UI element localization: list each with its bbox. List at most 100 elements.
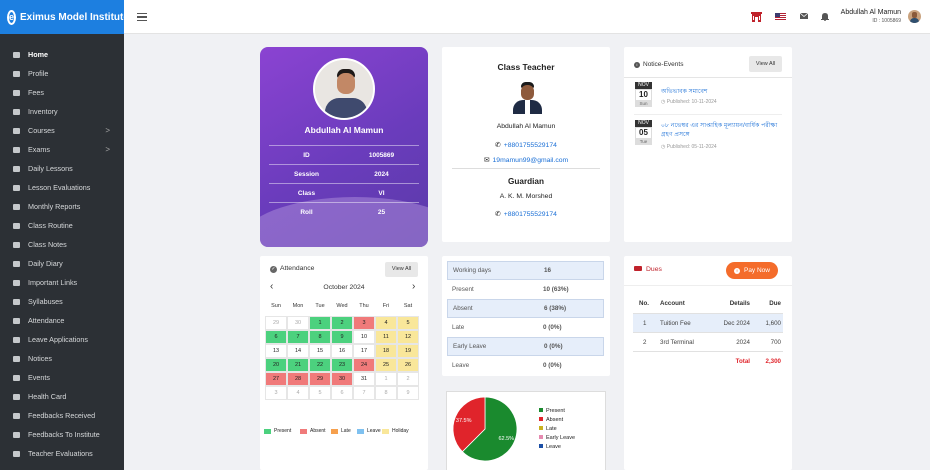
sidebar-item-health-card[interactable]: Health Card	[0, 387, 124, 406]
sidebar-item-label: Events	[28, 373, 50, 382]
sidebar-item-feedbacks-to-institute[interactable]: Feedbacks To Institute	[0, 425, 124, 444]
sidebar-item-class-notes[interactable]: Class Notes	[0, 235, 124, 254]
pay-now-button[interactable]: ! Pay Now	[726, 262, 778, 279]
legend-swatch	[382, 428, 389, 434]
sidebar-item-daily-diary[interactable]: Daily Diary	[0, 254, 124, 273]
pie-slice-absent[interactable]	[452, 396, 486, 453]
calendar-day[interactable]: 1	[375, 372, 397, 386]
calendar-day[interactable]: 11	[375, 330, 397, 344]
calendar-day[interactable]: 22	[309, 358, 331, 372]
calendar-day[interactable]: 6	[265, 330, 287, 344]
sidebar-item-class-routine[interactable]: Class Routine	[0, 216, 124, 235]
calendar-day[interactable]: 12	[397, 330, 419, 344]
sidebar-item-important-links[interactable]: Important Links	[0, 273, 124, 292]
calendar-day[interactable]: 4	[375, 316, 397, 330]
sidebar-item-label: Courses	[28, 126, 55, 135]
calendar-day[interactable]: 30	[331, 372, 353, 386]
calendar-day[interactable]: 13	[265, 344, 287, 358]
sidebar-item-events[interactable]: Events	[0, 368, 124, 387]
calendar-day[interactable]: 5	[397, 316, 419, 330]
sidebar-item-daily-lessons[interactable]: Daily Lessons	[0, 159, 124, 178]
calendar-day[interactable]: 20	[265, 358, 287, 372]
teacher-phone-link[interactable]: ✆ +8801755529174	[495, 142, 557, 149]
user-avatar[interactable]	[908, 10, 921, 23]
sidebar-item-home[interactable]: Home	[0, 45, 124, 64]
pie-slice-present[interactable]	[461, 396, 518, 462]
institute-icon[interactable]	[751, 11, 762, 23]
sidebar-item-fees[interactable]: Fees	[0, 83, 124, 102]
sidebar-item-teacher-evaluations[interactable]: Teacher Evaluations	[0, 444, 124, 463]
bell-icon[interactable]	[821, 12, 829, 21]
sidebar-item-feedbacks-received[interactable]: Feedbacks Received	[0, 406, 124, 425]
message-icon[interactable]	[800, 13, 808, 20]
attendance-view-all-button[interactable]: View All	[385, 262, 418, 277]
calendar-day[interactable]: 14	[287, 344, 309, 358]
notice-title-link[interactable]: ০৮ নভেম্বর এর সাপ্তাহিক মূল্যায়ন/বার্ষি…	[661, 122, 778, 138]
calendar-day[interactable]: 29	[309, 372, 331, 386]
calendar-day[interactable]: 3	[265, 386, 287, 400]
calendar-day[interactable]: 19	[397, 344, 419, 358]
sidebar-item-label: Class Routine	[28, 221, 73, 230]
sidebar-item-profile[interactable]: Profile	[0, 64, 124, 83]
dues-cell-account: Tuition Fee	[660, 319, 691, 327]
attendance-card: ✓ Attendance View All ‹ October 2024 › Su…	[260, 256, 428, 470]
calendar-day[interactable]: 30	[287, 316, 309, 330]
calendar-day[interactable]: 4	[287, 386, 309, 400]
calendar-day[interactable]: 5	[309, 386, 331, 400]
language-flag-icon[interactable]	[775, 13, 786, 20]
next-month-button[interactable]: ›	[412, 281, 416, 292]
calendar-day[interactable]: 2	[397, 372, 419, 386]
sidebar-item-leave-applications[interactable]: Leave Applications	[0, 330, 124, 349]
calendar-day[interactable]: 27	[265, 372, 287, 386]
sidebar-item-label: Feedbacks Received	[28, 411, 96, 420]
notice-title-link[interactable]: অভিভাবক সমাবেশ	[661, 88, 708, 95]
teacher-email-link[interactable]: ✉ 19mamun99@gmail.com	[483, 157, 569, 164]
total-value: 2,300	[765, 357, 781, 365]
calendar-day[interactable]: 24	[353, 358, 375, 372]
calendar-day[interactable]: 2	[331, 316, 353, 330]
sidebar-item-syllabuses[interactable]: Syllabuses	[0, 292, 124, 311]
calendar-day[interactable]: 17	[353, 344, 375, 358]
calendar-day[interactable]: 9	[397, 386, 419, 400]
calendar-day[interactable]: 7	[287, 330, 309, 344]
attendance-summary-card: Working days 16 Present 10 (63%) Absent 6 (38…	[442, 256, 610, 376]
calendar-day[interactable]: 26	[397, 358, 419, 372]
calendar-day[interactable]: 10	[353, 330, 375, 344]
calendar-day[interactable]: 25	[375, 358, 397, 372]
hamburger-menu-icon[interactable]	[137, 13, 147, 21]
calendar-day[interactable]: 18	[375, 344, 397, 358]
sidebar-item-inventory[interactable]: Inventory	[0, 102, 124, 121]
sidebar-item-monthly-reports[interactable]: Monthly Reports	[0, 197, 124, 216]
calendar-day[interactable]: 7	[353, 386, 375, 400]
phone-icon: ✆	[495, 211, 501, 218]
class-teacher-title: Class Teacher	[497, 62, 555, 72]
calendar-day[interactable]: 31	[353, 372, 375, 386]
calendar-day[interactable]: 16	[331, 344, 353, 358]
calendar-day[interactable]: 6	[331, 386, 353, 400]
sidebar-item-lesson-evaluations[interactable]: Lesson Evaluations	[0, 178, 124, 197]
prev-month-button[interactable]: ‹	[270, 281, 274, 292]
sidebar-item-notices[interactable]: Notices	[0, 349, 124, 368]
calendar-day[interactable]: 29	[265, 316, 287, 330]
sidebar-item-exams[interactable]: Exams >	[0, 140, 124, 159]
notes-icon	[12, 241, 20, 249]
guardian-phone-link[interactable]: ✆ +8801755529174	[495, 211, 557, 218]
brand-logo-area[interactable]: e Eximus Model Institute	[0, 0, 129, 34]
user-name[interactable]: Abdullah Al Mamun	[840, 9, 901, 16]
calendar-day[interactable]: 28	[287, 372, 309, 386]
calendar-day[interactable]: 15	[309, 344, 331, 358]
calendar-day[interactable]: 21	[287, 358, 309, 372]
chevron-right-icon: >	[105, 126, 110, 135]
calendar-day[interactable]: 8	[309, 330, 331, 344]
feedback-send-icon	[12, 431, 20, 439]
calendar-day[interactable]: 3	[353, 316, 375, 330]
calendar-day[interactable]: 1	[309, 316, 331, 330]
sidebar-item-attendance[interactable]: Attendance	[0, 311, 124, 330]
calendar-day[interactable]: 23	[331, 358, 353, 372]
report-icon	[12, 203, 20, 211]
sidebar-item-courses[interactable]: Courses >	[0, 121, 124, 140]
notice-view-all-button[interactable]: View All	[749, 56, 782, 72]
calendar-day[interactable]: 8	[375, 386, 397, 400]
profile-row-roll: Roll 25	[269, 202, 419, 221]
calendar-day[interactable]: 9	[331, 330, 353, 344]
